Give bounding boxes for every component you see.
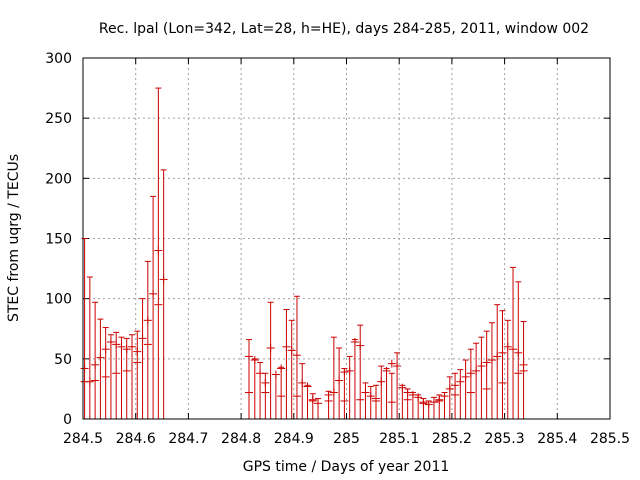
x-tick-label: 284.7 <box>168 431 208 447</box>
x-tick-label: 284.6 <box>116 431 156 447</box>
x-tick-labels: 284.5 284.6 284.7 284.8 284.9 285 285.1 285.2 28… <box>63 431 630 447</box>
y-tick-labels: 0 50 100 150 200 250 300 <box>45 51 72 428</box>
x-tick-label: 285.1 <box>379 431 419 447</box>
plot-frame <box>82 57 611 420</box>
y-tick-label: 50 <box>54 352 72 368</box>
x-tick-label: 284.5 <box>63 431 103 447</box>
x-tick-label: 284.9 <box>274 431 314 447</box>
y-tick-label: 150 <box>45 232 72 248</box>
x-tick-label: 285 <box>333 431 360 447</box>
x-tick-label: 285.2 <box>432 431 472 447</box>
x-axis-label: GPS time / Days of year 2011 <box>243 459 450 475</box>
data-series <box>80 87 528 419</box>
x-tick-label: 285.4 <box>537 431 577 447</box>
x-tick-label: 285.5 <box>590 431 630 447</box>
x-tick-label: 285.3 <box>485 431 525 447</box>
x-tick-label: 284.8 <box>221 431 261 447</box>
grid <box>82 57 611 420</box>
y-axis-label: STEC from uqrg / TECUs <box>6 154 22 322</box>
chart-title: Rec. lpal (Lon=342, Lat=28, h=HE), days … <box>99 21 589 37</box>
y-tick-label: 300 <box>45 51 72 67</box>
y-tick-label: 100 <box>45 292 72 308</box>
y-tick-label: 200 <box>45 171 72 187</box>
y-tick-label: 0 <box>63 412 72 428</box>
y-tick-label: 250 <box>45 111 72 127</box>
